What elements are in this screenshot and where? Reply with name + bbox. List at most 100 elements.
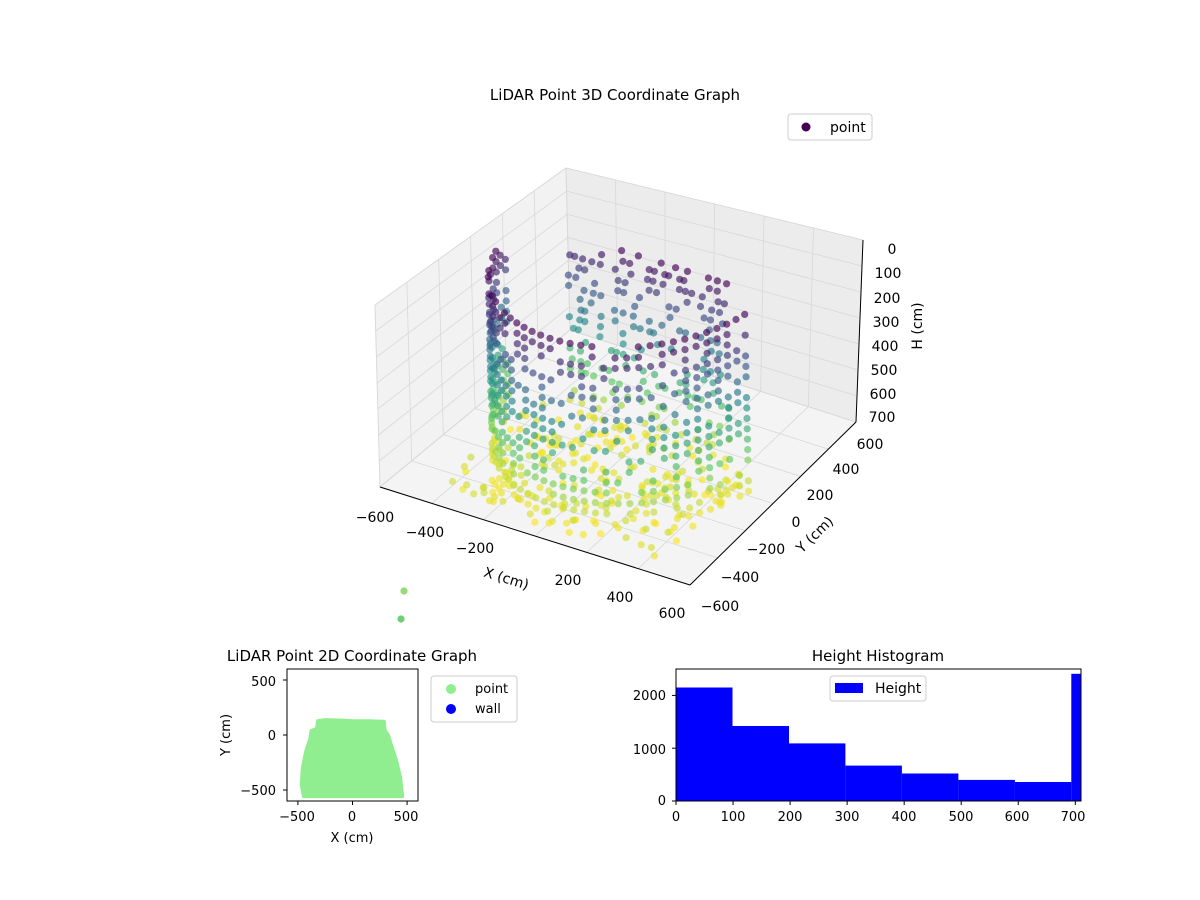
data-point-3d: [480, 484, 487, 491]
chart-3d-title: LiDAR Point 3D Coordinate Graph: [490, 86, 740, 104]
data-point-3d: [684, 481, 691, 488]
data-point-3d: [611, 307, 618, 314]
data-point-3d: [658, 260, 665, 267]
data-point-3d: [558, 400, 565, 407]
data-point-3d: [540, 477, 547, 484]
data-point-3d: [708, 307, 715, 314]
data-point-3d: [632, 442, 639, 449]
data-point-3d: [666, 314, 673, 321]
data-point-3d: [625, 458, 632, 465]
data-point-3d: [706, 464, 713, 471]
data-point-3d: [620, 289, 627, 296]
data-point-3d: [600, 396, 607, 403]
data-point-3d: [693, 364, 700, 371]
data-point-3d: [531, 442, 538, 449]
data-point-3d: [716, 423, 723, 430]
data-point-3d: [565, 282, 572, 289]
data-point-3d: [592, 489, 599, 496]
data-point-3d: [651, 268, 658, 275]
data-point-3d: [736, 493, 743, 500]
data-point-3d: [735, 430, 742, 437]
data-point-3d: [590, 426, 597, 433]
data-point-3d: [549, 439, 556, 446]
data-point-3d: [682, 356, 689, 363]
data-point-3d: [570, 485, 577, 492]
histogram-bar: [1071, 674, 1081, 801]
data-point-3d: [725, 425, 732, 432]
data-point-3d: [612, 317, 619, 324]
data-point-3d: [529, 328, 536, 335]
data-point-3d: [745, 488, 752, 495]
y-tick-label: 2000: [633, 689, 666, 704]
x-tick-label: 0: [672, 810, 680, 825]
data-point-3d: [517, 463, 524, 470]
data-point-3d: [502, 287, 509, 294]
data-point-3d: [671, 369, 678, 376]
data-point-3d: [647, 342, 654, 349]
data-point-3d: [736, 472, 743, 479]
data-point-3d: [521, 355, 528, 362]
data-point-3d: [596, 333, 603, 340]
data-point-3d: [615, 277, 622, 284]
histogram-bar: [845, 766, 902, 801]
x-tick-label: 700: [1061, 810, 1086, 825]
data-point-3d: [499, 429, 506, 436]
data-point-3d: [715, 398, 722, 405]
data-point-3d: [627, 271, 634, 278]
data-point-3d: [613, 438, 620, 445]
data-point-3d: [673, 537, 680, 544]
data-point-3d: [589, 353, 596, 360]
legend-label-wall: wall: [475, 702, 501, 717]
data-point-3d: [489, 254, 496, 261]
data-point-3d: [504, 434, 511, 441]
data-point-3d: [696, 499, 703, 506]
data-point-3d: [648, 415, 655, 422]
data-point-3d: [400, 587, 407, 594]
data-point-3d: [592, 520, 599, 527]
data-point-3d: [735, 420, 742, 427]
data-point-3d: [646, 318, 653, 325]
data-point-3d: [598, 313, 605, 320]
data-point-3d: [706, 285, 713, 292]
data-point-3d: [603, 500, 610, 507]
data-point-3d: [705, 433, 712, 440]
data-point-3d: [588, 467, 595, 474]
data-point-3d: [635, 354, 642, 361]
point-cloud-2d: [301, 720, 403, 797]
data-point-3d: [647, 363, 654, 370]
data-point-3d: [502, 351, 509, 358]
data-point-3d: [539, 436, 546, 443]
data-point-3d: [592, 499, 599, 506]
data-point-3d: [493, 340, 500, 347]
data-point-3d: [635, 343, 642, 350]
data-point-3d: [547, 376, 554, 383]
data-point-3d: [648, 394, 655, 401]
y-tick-label: 400: [833, 462, 860, 478]
data-point-3d: [531, 453, 538, 460]
data-point-3d: [516, 426, 523, 433]
data-point-3d: [485, 267, 492, 274]
data-point-3d: [608, 378, 615, 385]
data-point-3d: [619, 258, 626, 265]
data-point-3d: [714, 367, 721, 374]
data-point-3d: [703, 329, 710, 336]
data-point-3d: [470, 490, 477, 497]
data-point-3d: [629, 434, 636, 441]
data-point-3d: [661, 455, 668, 462]
data-point-3d: [716, 429, 723, 436]
data-point-3d: [636, 294, 643, 301]
data-point-3d: [695, 447, 702, 454]
data-point-3d: [734, 389, 741, 396]
data-point-3d: [581, 318, 588, 325]
data-point-3d: [734, 399, 741, 406]
data-point-3d: [532, 463, 539, 470]
data-point-3d: [672, 453, 679, 460]
x-tick-label: 600: [1005, 810, 1030, 825]
data-point-3d: [609, 487, 616, 494]
data-point-3d: [603, 438, 610, 445]
data-point-3d: [648, 544, 655, 551]
x-tick-label: 0: [348, 810, 356, 825]
data-point-3d: [624, 492, 631, 499]
z-tick-label: 400: [872, 339, 899, 355]
data-point-3d: [707, 506, 714, 513]
